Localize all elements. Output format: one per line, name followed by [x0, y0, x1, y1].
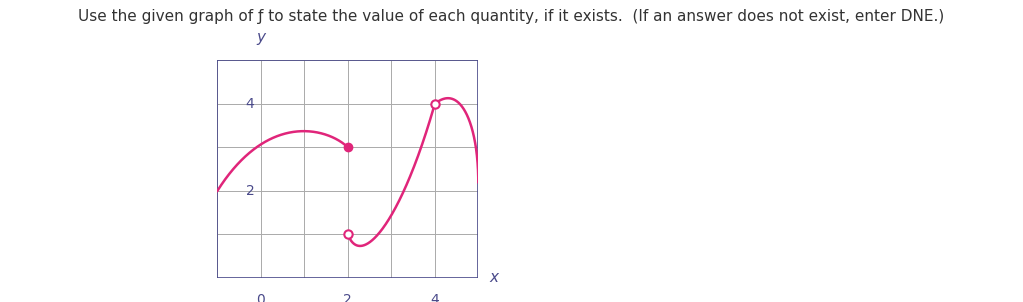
Text: 4: 4 [431, 293, 439, 302]
Text: 0: 0 [257, 293, 265, 302]
Text: y: y [257, 30, 265, 45]
Text: 2: 2 [246, 184, 255, 198]
Text: 2: 2 [344, 293, 352, 302]
Text: x: x [489, 270, 498, 285]
Text: 4: 4 [246, 97, 255, 111]
Text: Use the given graph of ƒ to state the value of each quantity, if it exists.  (If: Use the given graph of ƒ to state the va… [79, 9, 944, 24]
